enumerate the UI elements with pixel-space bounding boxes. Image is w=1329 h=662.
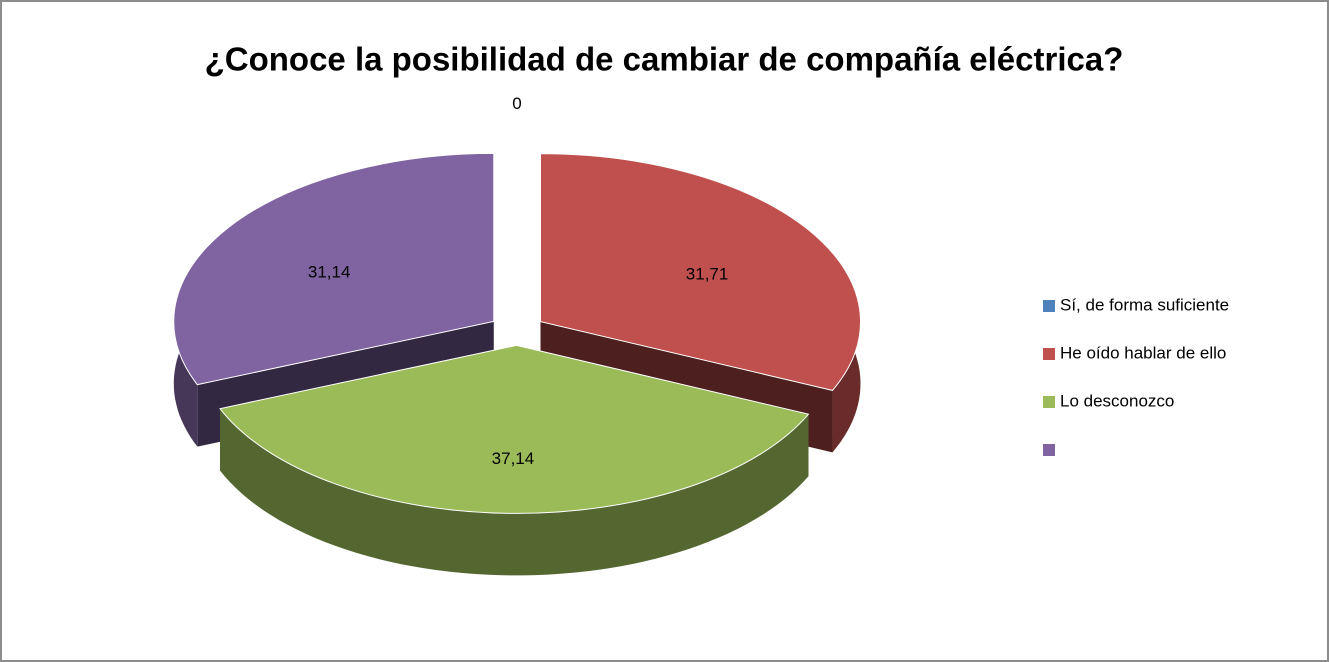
legend-label: He oído hablar de ello — [1060, 343, 1226, 362]
slice-top — [173, 152, 495, 386]
legend-swatch — [1043, 348, 1055, 360]
chart-title: ¿Conoce la posibilidad de cambiar de com… — [205, 41, 1124, 78]
slice-top — [540, 153, 862, 391]
slice-outer-wall — [220, 408, 809, 576]
slice — [219, 344, 810, 576]
data-label: 0 — [512, 94, 521, 113]
legend-swatch — [1043, 444, 1055, 456]
slice-top — [219, 344, 810, 514]
legend-label: Lo desconozco — [1060, 391, 1174, 410]
data-label: 37,14 — [492, 449, 535, 468]
legend-swatch — [1043, 396, 1055, 408]
legend-swatch — [1043, 300, 1055, 312]
legend-label: Sí, de forma suficiente — [1060, 295, 1229, 314]
data-label: 31,71 — [686, 265, 729, 284]
data-label: 31,14 — [308, 263, 351, 282]
